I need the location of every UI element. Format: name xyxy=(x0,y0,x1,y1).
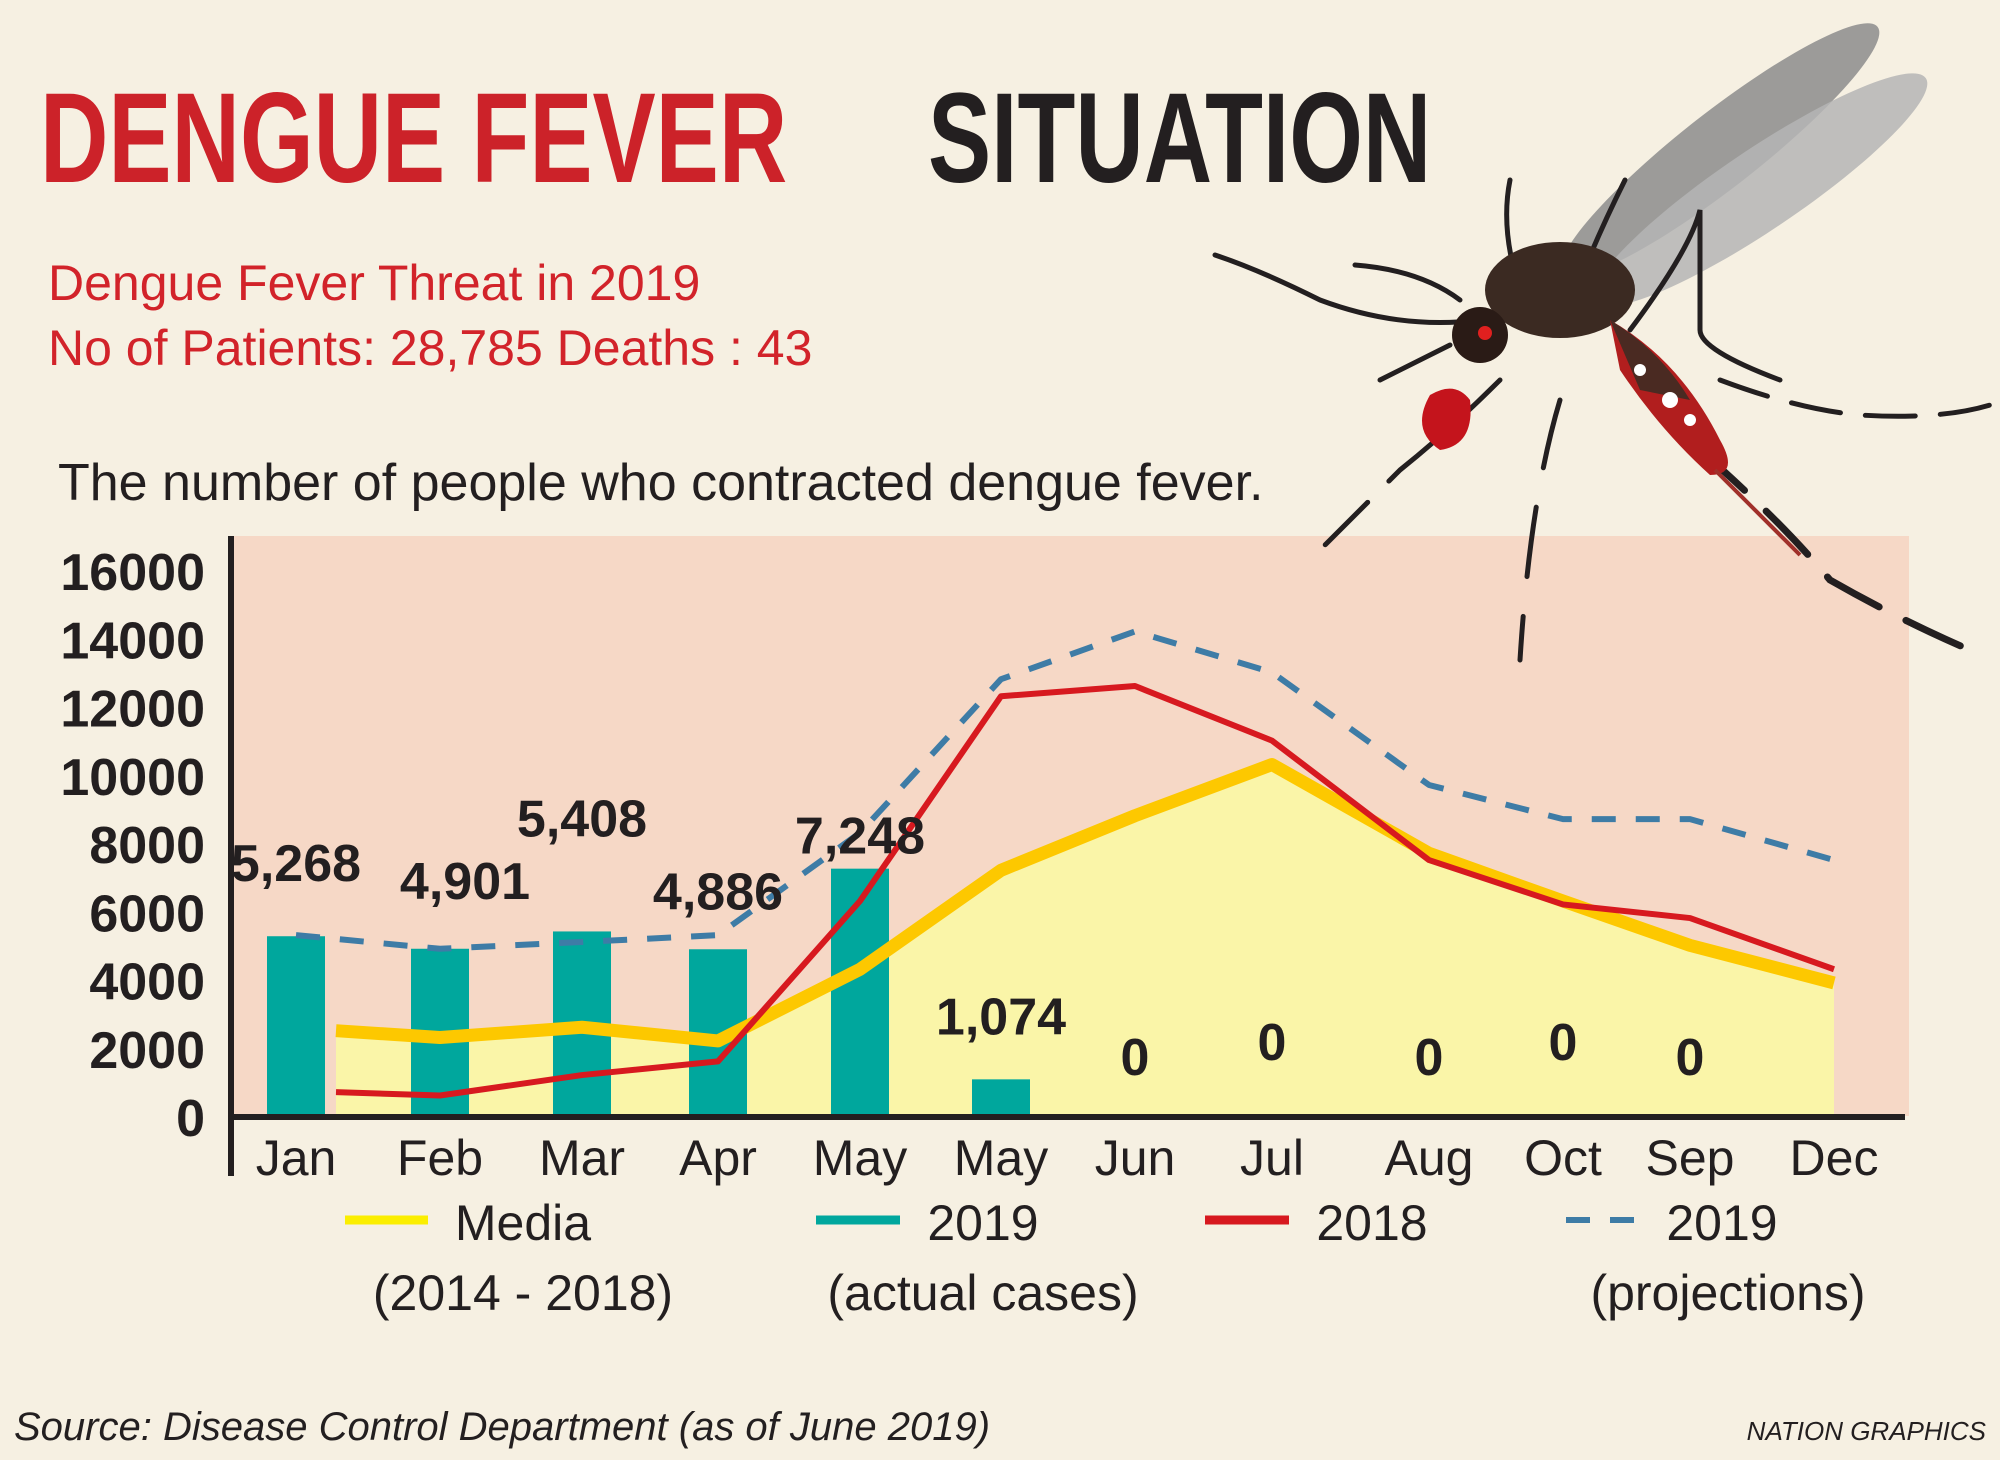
y-tick-label-10000: 10000 xyxy=(60,749,205,807)
data-label-6: 0 xyxy=(1121,1029,1150,1087)
legend-label-2019-projections: 2019 xyxy=(1666,1195,1777,1251)
axis-ticks: 0 2000 4000 6000 8000 10000 12000 14000 16000 Jan… xyxy=(60,544,1878,1186)
subtitle-line1: Dengue Fever Threat in 2019 xyxy=(48,255,700,311)
x-tick-label-feb-1: Feb xyxy=(397,1130,483,1186)
x-tick-label-mar-2: Mar xyxy=(539,1130,625,1186)
media-area xyxy=(336,764,1834,1116)
legend-sublabel-2019-actual: (actual cases) xyxy=(827,1265,1138,1321)
title-part2: SITUATION xyxy=(928,66,1431,209)
data-label-7: 0 xyxy=(1258,1014,1287,1072)
data-label-10: 0 xyxy=(1676,1029,1705,1087)
bar-2019-may-4 xyxy=(831,868,889,1116)
y-tick-label-0: 0 xyxy=(176,1090,205,1148)
line-2018 xyxy=(335,683,1836,1099)
source-note: Source: Disease Control Department (as o… xyxy=(14,1405,990,1449)
y-tick-label-16000: 16000 xyxy=(60,544,205,602)
title-part1: DENGUE FEVER xyxy=(40,66,787,209)
credit: NATION GRAPHICS xyxy=(1747,1416,1987,1446)
subtitle-line2: No of Patients: 28,785 Deaths : 43 xyxy=(48,320,812,376)
legend-sublabel-2019-projections: (projections) xyxy=(1590,1265,1865,1321)
data-label-9: 0 xyxy=(1549,1014,1578,1072)
bar-2019-jan-0 xyxy=(267,936,325,1116)
x-tick-label-sep-10: Sep xyxy=(1646,1130,1735,1186)
x-tick-label-oct-9: Oct xyxy=(1524,1130,1602,1186)
data-label-5: 1,074 xyxy=(936,988,1066,1046)
y-tick-label-4000: 4000 xyxy=(89,954,205,1012)
legend-label-2018: 2018 xyxy=(1316,1195,1427,1251)
x-tick-label-may-5: May xyxy=(954,1130,1048,1186)
bar-2019-may-5 xyxy=(972,1079,1030,1116)
y-tick-label-6000: 6000 xyxy=(89,885,205,943)
data-label-2: 5,408 xyxy=(517,790,647,848)
x-tick-label-jun-6: Jun xyxy=(1095,1130,1176,1186)
x-tick-label-apr-3: Apr xyxy=(679,1130,757,1186)
y-tick-label-2000: 2000 xyxy=(89,1022,205,1080)
y-tick-label-14000: 14000 xyxy=(60,612,205,670)
data-label-0: 5,268 xyxy=(231,835,361,893)
page-title: DENGUE FEVER SITUATION xyxy=(40,66,1431,209)
legend-item-2019-projections: 2019 (projections) xyxy=(1566,1195,1866,1321)
legend-item-media: Media (2014 - 2018) xyxy=(345,1195,673,1321)
data-label-1: 4,901 xyxy=(400,853,530,911)
y-tick-label-12000: 12000 xyxy=(60,681,205,739)
legend-item-2018: 2018 xyxy=(1205,1195,1428,1251)
legend-label-2019-actual: 2019 xyxy=(927,1195,1038,1251)
x-tick-label-jan-0: Jan xyxy=(256,1130,337,1186)
chart-description: The number of people who contracted deng… xyxy=(58,454,1263,512)
legend-sublabel-media: (2014 - 2018) xyxy=(373,1265,673,1321)
y-tick-label-8000: 8000 xyxy=(89,817,205,875)
x-tick-label-jul-7: Jul xyxy=(1240,1130,1304,1186)
x-tick-label-may-4: May xyxy=(813,1130,907,1186)
legend-item-2019-actual: 2019 (actual cases) xyxy=(816,1195,1139,1321)
data-label-4: 7,248 xyxy=(795,808,925,866)
legend: Media (2014 - 2018) 2019 (actual cases) … xyxy=(345,1195,1866,1321)
x-tick-label-dec-11: Dec xyxy=(1790,1130,1879,1186)
mosquito-illustration xyxy=(1212,23,1993,663)
data-label-3: 4,886 xyxy=(653,863,783,921)
legend-label-media: Media xyxy=(455,1195,591,1251)
data-label-8: 0 xyxy=(1415,1029,1444,1087)
x-tick-label-aug-8: Aug xyxy=(1385,1130,1474,1186)
